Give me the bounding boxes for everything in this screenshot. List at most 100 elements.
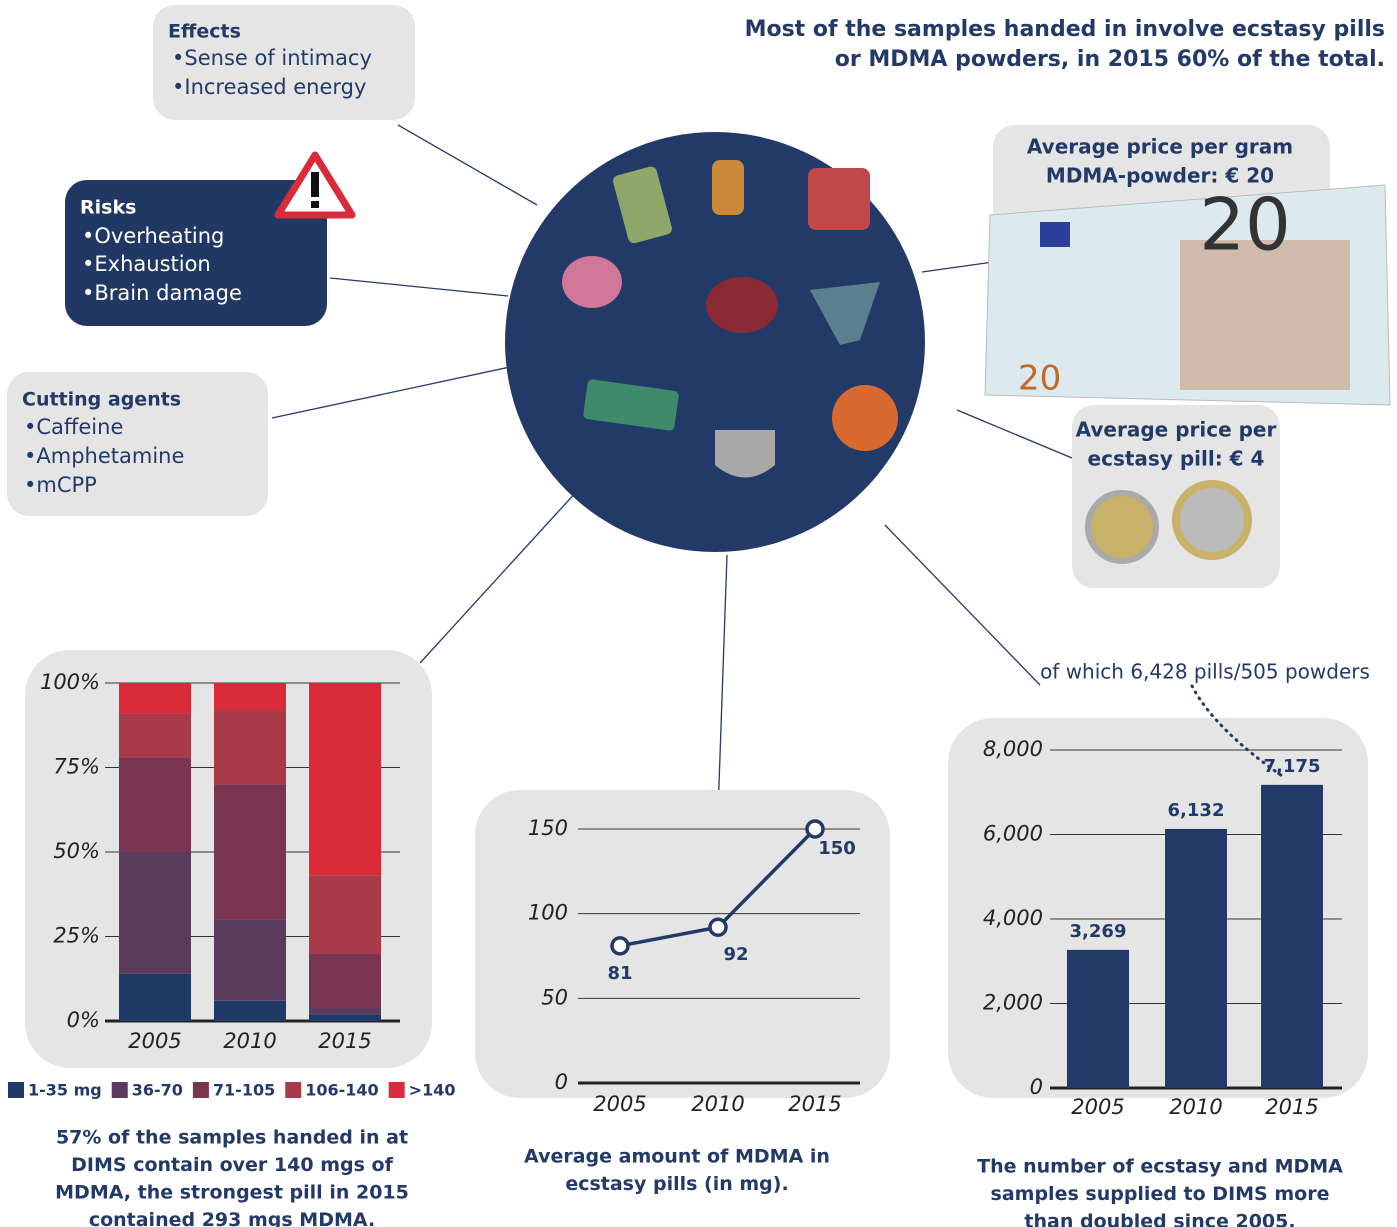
bar <box>1261 784 1323 1088</box>
effects-box <box>153 5 415 120</box>
title: Most of the samples handed in involve ec… <box>745 17 1385 42</box>
bar-segment <box>119 973 191 1021</box>
value-label: 3,269 <box>1070 921 1127 942</box>
value-label: 92 <box>723 944 748 965</box>
box-item: •Brain damage <box>82 281 242 305</box>
x-tick-label: 2015 <box>788 1092 841 1116</box>
price-text: MDMA-powder: € 20 <box>1046 164 1274 188</box>
box-item: •mCPP <box>24 473 97 497</box>
chart-panel <box>475 790 890 1098</box>
value-label: 6,132 <box>1168 800 1225 821</box>
y-tick-label: 0% <box>67 1008 100 1032</box>
y-tick-label: 100% <box>40 670 100 694</box>
x-tick-label: 2015 <box>1265 1095 1318 1119</box>
bar-segment <box>119 683 191 714</box>
y-tick-label: 50% <box>53 839 100 863</box>
y-tick-label: 0 <box>1030 1075 1043 1099</box>
legend-swatch <box>111 1082 128 1098</box>
legend-swatch <box>285 1082 302 1098</box>
bar-segment <box>309 953 381 1008</box>
title: or MDMA powders, in 2015 60% of the tota… <box>835 47 1385 72</box>
box-item: •Overheating <box>82 224 224 248</box>
coin-images <box>1085 480 1252 564</box>
box-item: •Caffeine <box>24 415 123 439</box>
caption: MDMA, the strongest pill in 2015 <box>55 1182 409 1204</box>
bar-segment <box>214 683 286 711</box>
pills-circle <box>505 132 925 552</box>
point <box>610 936 630 956</box>
box-title: Effects <box>168 21 241 43</box>
legend-swatch <box>192 1082 209 1098</box>
legend-label: 71-105 <box>213 1081 275 1100</box>
svg-text:20: 20 <box>1018 359 1061 399</box>
bar <box>1067 949 1129 1088</box>
y-tick-label: 4,000 <box>983 906 1043 930</box>
caption: DIMS contain over 140 mgs of <box>71 1154 393 1176</box>
price-text: Average price per <box>1076 418 1277 442</box>
cutting-box <box>7 372 268 516</box>
caption: than doubled since 2005. <box>1024 1211 1295 1227</box>
legend-label: 106-140 <box>305 1081 378 1100</box>
bar <box>1165 828 1227 1088</box>
box-title: Risks <box>80 197 136 219</box>
x-tick-label: 2010 <box>691 1092 744 1116</box>
bar-segment <box>214 919 286 1001</box>
y-tick-label: 8,000 <box>983 737 1043 761</box>
x-tick-label: 2015 <box>318 1029 371 1053</box>
y-tick-label: 150 <box>528 816 568 840</box>
caption: contained 293 mgs MDMA. <box>89 1209 375 1227</box>
bar-segment <box>309 1014 381 1021</box>
bar-segment <box>309 683 381 876</box>
y-tick-label: 50 <box>541 985 568 1009</box>
y-tick-label: 100 <box>528 901 568 925</box>
y-tick-label: 6,000 <box>983 822 1043 846</box>
bar-segment <box>309 1007 381 1015</box>
legend-swatch <box>8 1082 24 1098</box>
legend-label: 1-35 mg <box>28 1081 102 1100</box>
bar-segment <box>214 710 286 785</box>
warning-icon <box>274 151 356 219</box>
box-item: •Exhaustion <box>82 252 211 276</box>
price-text: Average price per gram <box>1027 135 1293 159</box>
y-tick-label: 25% <box>53 924 100 948</box>
point <box>708 917 728 937</box>
bar-segment <box>214 1000 286 1021</box>
box-item: •Increased energy <box>172 75 366 99</box>
x-tick-label: 2005 <box>593 1092 646 1116</box>
box-title: Cutting agents <box>22 389 181 411</box>
caption: ecstasy pills (in mg). <box>565 1173 788 1195</box>
annotation: of which 6,428 pills/505 powders <box>1040 660 1370 684</box>
legend-label: 36-70 <box>132 1081 183 1100</box>
price-text: ecstasy pill: € 4 <box>1088 447 1265 471</box>
connectors <box>271 124 1073 843</box>
caption: samples supplied to DIMS more <box>991 1183 1330 1205</box>
bar-segment <box>309 875 381 954</box>
legend-swatch <box>388 1082 405 1098</box>
box-item: •Amphetamine <box>24 444 184 468</box>
caption: Average amount of MDMA in <box>524 1146 830 1168</box>
x-tick-label: 2005 <box>1071 1095 1124 1119</box>
svg-text:20: 20 <box>1199 183 1291 267</box>
pill-images <box>562 160 898 478</box>
annotation-arrow <box>1190 684 1287 780</box>
value-label: 7,175 <box>1264 756 1321 777</box>
value-label: 150 <box>818 838 856 859</box>
y-tick-label: 75% <box>53 755 100 779</box>
bar-segment <box>119 852 191 974</box>
value-label: 81 <box>607 963 632 984</box>
legend-label: >140 <box>409 1081 456 1100</box>
caption: The number of ecstasy and MDMA <box>977 1156 1343 1178</box>
bar-segment <box>214 784 286 920</box>
banknote-image: 20 20 <box>984 183 1391 406</box>
y-tick-label: 2,000 <box>983 991 1043 1015</box>
x-tick-label: 2010 <box>1169 1095 1222 1119</box>
risks-box <box>65 180 327 326</box>
box-item: •Sense of intimacy <box>172 46 372 70</box>
bar-segment <box>119 757 191 852</box>
x-tick-label: 2005 <box>128 1029 181 1053</box>
y-tick-label: 0 <box>555 1070 568 1094</box>
point <box>805 819 825 839</box>
caption: 57% of the samples handed in at <box>56 1127 408 1149</box>
bar-segment <box>119 713 191 758</box>
